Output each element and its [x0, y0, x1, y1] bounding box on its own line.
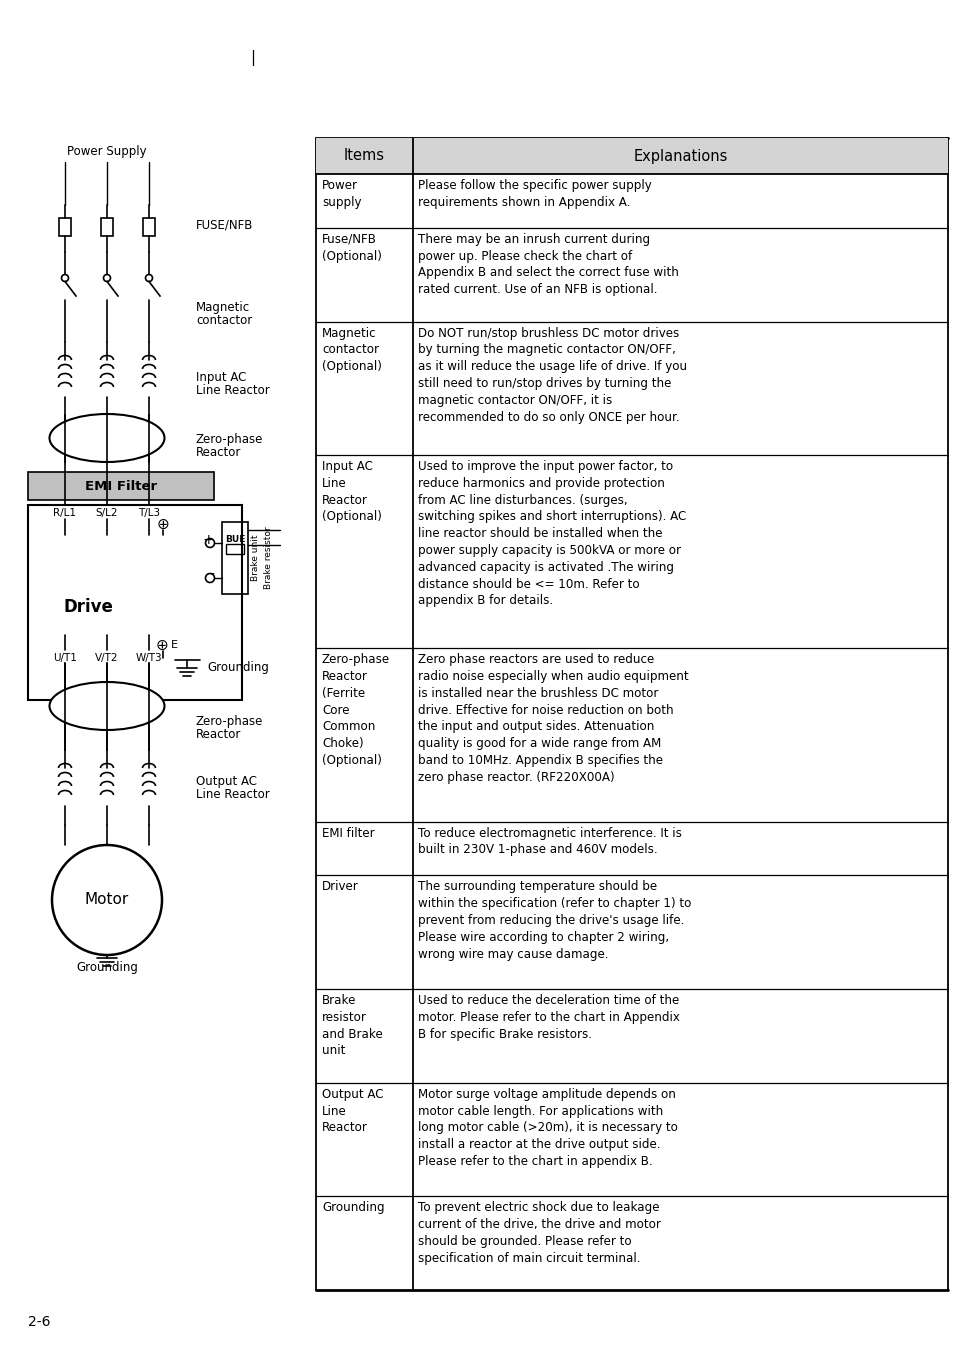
Bar — [226, 544, 244, 554]
Circle shape — [205, 574, 214, 582]
Text: +: + — [202, 533, 213, 547]
Text: Input AC: Input AC — [195, 371, 246, 385]
Text: Zero-phase: Zero-phase — [195, 433, 263, 447]
Text: contactor: contactor — [195, 315, 252, 328]
Text: Line Reactor: Line Reactor — [195, 385, 270, 397]
Bar — [315, 138, 947, 174]
Text: Drive: Drive — [63, 598, 112, 617]
Text: Input AC
Line
Reactor
(Optional): Input AC Line Reactor (Optional) — [322, 460, 381, 524]
Text: Zero-phase: Zero-phase — [195, 716, 263, 729]
Bar — [222, 522, 248, 594]
Bar — [59, 217, 71, 236]
Bar — [101, 217, 112, 236]
Text: T/L3: T/L3 — [138, 508, 160, 518]
Text: Zero phase reactors are used to reduce
radio noise especially when audio equipme: Zero phase reactors are used to reduce r… — [417, 653, 688, 784]
Text: W/T3: W/T3 — [135, 653, 162, 663]
Text: Reactor: Reactor — [195, 729, 241, 741]
Text: ⊕: ⊕ — [155, 637, 168, 652]
Text: Output AC
Line
Reactor: Output AC Line Reactor — [322, 1088, 383, 1134]
Text: |: | — [251, 50, 255, 66]
Text: Output AC: Output AC — [195, 775, 256, 788]
Text: Reactor: Reactor — [195, 447, 241, 459]
Text: E: E — [171, 640, 178, 649]
Text: Brake resistor: Brake resistor — [264, 526, 274, 590]
Text: Please follow the specific power supply
requirements shown in Appendix A.: Please follow the specific power supply … — [417, 180, 651, 209]
Text: EMI Filter: EMI Filter — [85, 479, 157, 493]
Text: Used to reduce the deceleration time of the
motor. Please refer to the chart in : Used to reduce the deceleration time of … — [417, 994, 679, 1041]
Text: S/L2: S/L2 — [95, 508, 118, 518]
Text: Fuse/NFB
(Optional): Fuse/NFB (Optional) — [322, 232, 381, 263]
Text: To prevent electric shock due to leakage
current of the drive, the drive and mot: To prevent electric shock due to leakage… — [417, 1202, 660, 1265]
Text: ⊕: ⊕ — [156, 517, 170, 532]
Text: -: - — [209, 568, 213, 582]
Text: FUSE/NFB: FUSE/NFB — [195, 219, 253, 231]
Circle shape — [146, 274, 152, 282]
Text: Grounding: Grounding — [207, 660, 269, 674]
Ellipse shape — [50, 682, 164, 730]
Text: Grounding: Grounding — [76, 960, 138, 973]
Text: BUE: BUE — [225, 536, 245, 544]
Text: The surrounding temperature should be
within the specification (refer to chapter: The surrounding temperature should be wi… — [417, 880, 691, 961]
Text: 2-6: 2-6 — [28, 1315, 51, 1328]
Text: Magnetic
contactor
(Optional): Magnetic contactor (Optional) — [322, 327, 381, 373]
Ellipse shape — [50, 414, 164, 462]
Bar — [143, 217, 154, 236]
Text: U/T1: U/T1 — [53, 653, 77, 663]
Text: Brake unit: Brake unit — [252, 535, 260, 582]
Text: Brake
resistor
and Brake
unit: Brake resistor and Brake unit — [322, 994, 382, 1057]
Circle shape — [61, 274, 69, 282]
Text: Power Supply: Power Supply — [67, 146, 147, 158]
Text: Power
supply: Power supply — [322, 180, 361, 209]
Text: EMI filter: EMI filter — [322, 826, 375, 840]
Text: Explanations: Explanations — [633, 148, 727, 163]
Text: Line Reactor: Line Reactor — [195, 788, 270, 802]
Text: R/L1: R/L1 — [53, 508, 76, 518]
Text: There may be an inrush current during
power up. Please check the chart of
Append: There may be an inrush current during po… — [417, 232, 679, 296]
Text: To reduce electromagnetic interference. It is
built in 230V 1-phase and 460V mod: To reduce electromagnetic interference. … — [417, 826, 681, 856]
Text: Grounding: Grounding — [322, 1202, 384, 1214]
Circle shape — [52, 845, 162, 954]
Text: Do NOT run/stop brushless DC motor drives
by turning the magnetic contactor ON/O: Do NOT run/stop brushless DC motor drive… — [417, 327, 686, 424]
Circle shape — [103, 274, 111, 282]
Text: Motor surge voltage amplitude depends on
motor cable length. For applications wi: Motor surge voltage amplitude depends on… — [417, 1088, 678, 1168]
Bar — [28, 505, 242, 701]
Bar — [28, 472, 213, 499]
Text: Zero-phase
Reactor
(Ferrite
Core
Common
Choke)
(Optional): Zero-phase Reactor (Ferrite Core Common … — [322, 653, 390, 767]
Text: Motor: Motor — [85, 892, 129, 907]
Text: Used to improve the input power factor, to
reduce harmonics and provide protecti: Used to improve the input power factor, … — [417, 460, 685, 608]
Text: Driver: Driver — [322, 880, 358, 894]
Text: Items: Items — [344, 148, 385, 163]
Text: Magnetic: Magnetic — [195, 301, 250, 315]
Text: V/T2: V/T2 — [95, 653, 118, 663]
Circle shape — [205, 539, 214, 548]
